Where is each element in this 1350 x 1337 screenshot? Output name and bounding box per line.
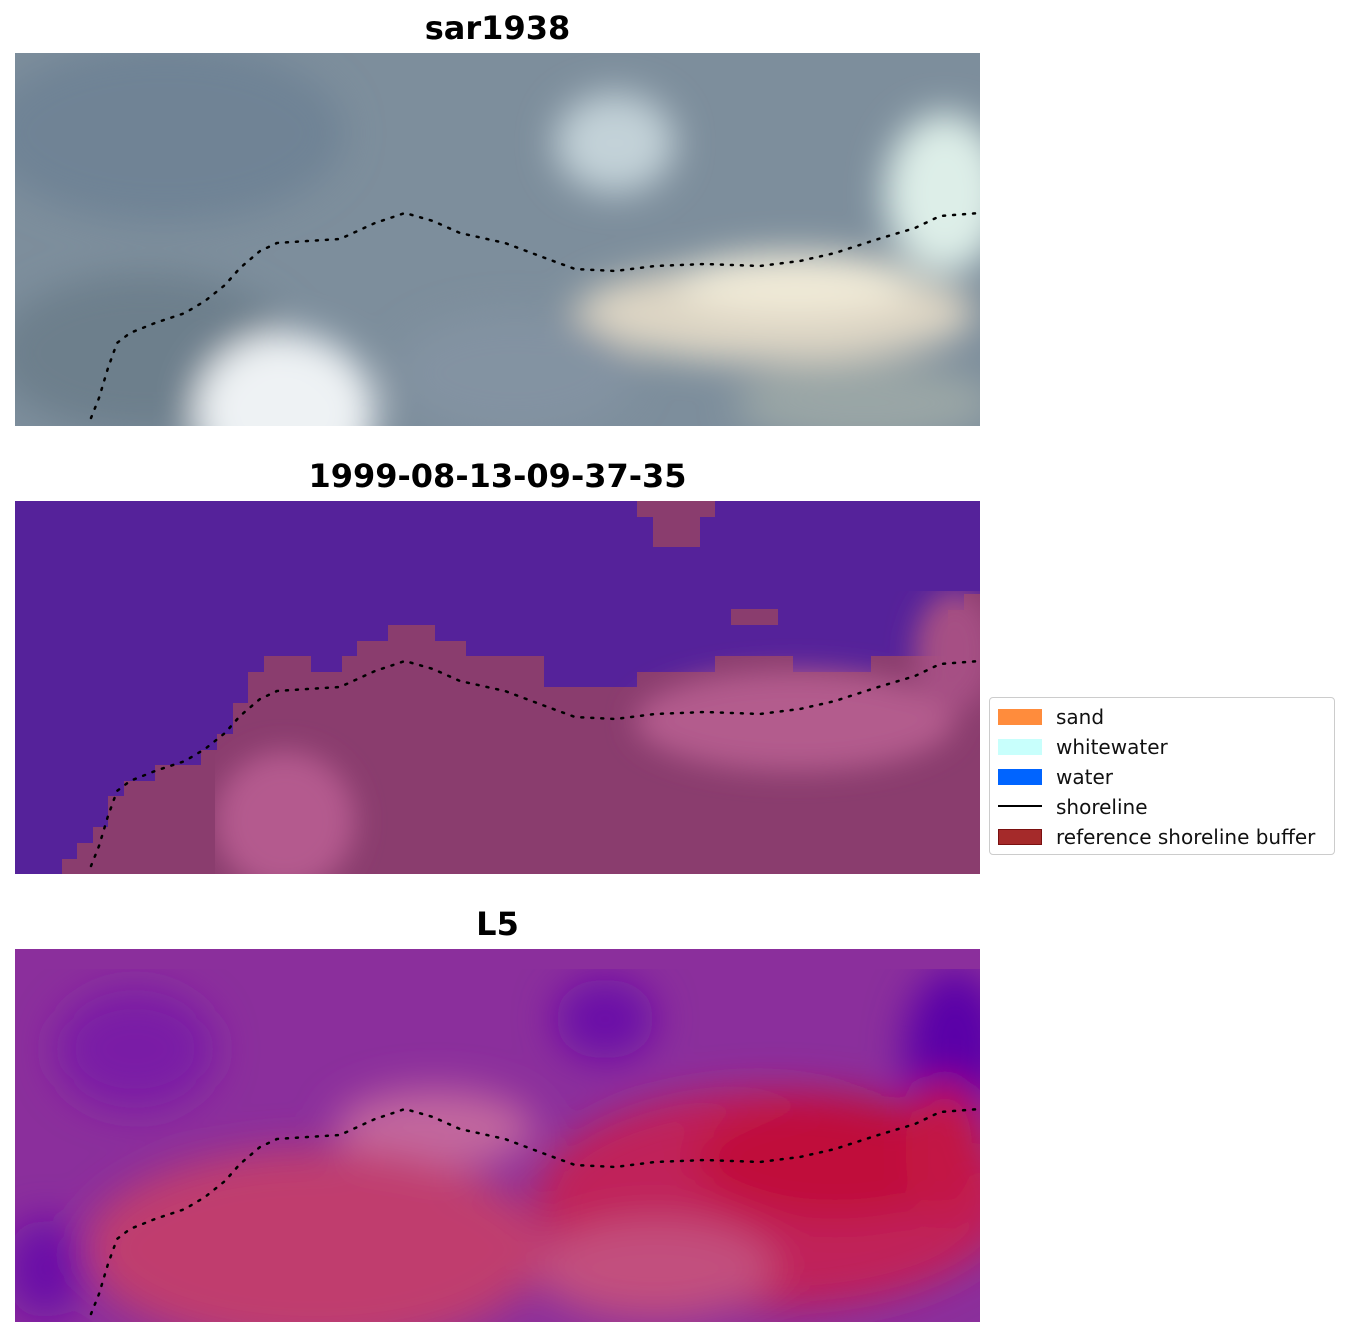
legend-swatch xyxy=(998,709,1042,725)
shoreline-line xyxy=(89,1107,980,1316)
shoreline-line xyxy=(89,211,980,420)
legend-item-reference-shoreline-buffer: reference shoreline buffer xyxy=(990,821,1334,851)
legend-swatch xyxy=(998,739,1042,755)
legend-label: whitewater xyxy=(1056,735,1168,759)
legend-item-shoreline: shoreline xyxy=(990,791,1334,821)
satellite-image-rgb xyxy=(15,53,980,426)
shoreline-line xyxy=(89,659,980,868)
legend-label: water xyxy=(1056,765,1113,789)
legend-label: reference shoreline buffer xyxy=(1056,825,1316,849)
legend-label: shoreline xyxy=(1056,795,1148,819)
legend-swatch xyxy=(998,769,1042,785)
legend-item-whitewater: whitewater xyxy=(990,731,1334,761)
legend-label: sand xyxy=(1056,705,1105,729)
panel-title: L5 xyxy=(476,905,519,943)
classification-image xyxy=(15,501,980,874)
legend-line-swatch xyxy=(998,805,1042,807)
legend-item-water: water xyxy=(990,761,1334,791)
legend-item-sand: sand xyxy=(990,701,1334,731)
panel-title: 1999-08-13-09-37-35 xyxy=(308,457,687,495)
panel-title: sar1938 xyxy=(424,9,571,47)
legend-swatch xyxy=(998,829,1042,845)
legend: sand whitewater water shoreline referenc… xyxy=(989,697,1335,855)
index-image xyxy=(15,949,980,1322)
